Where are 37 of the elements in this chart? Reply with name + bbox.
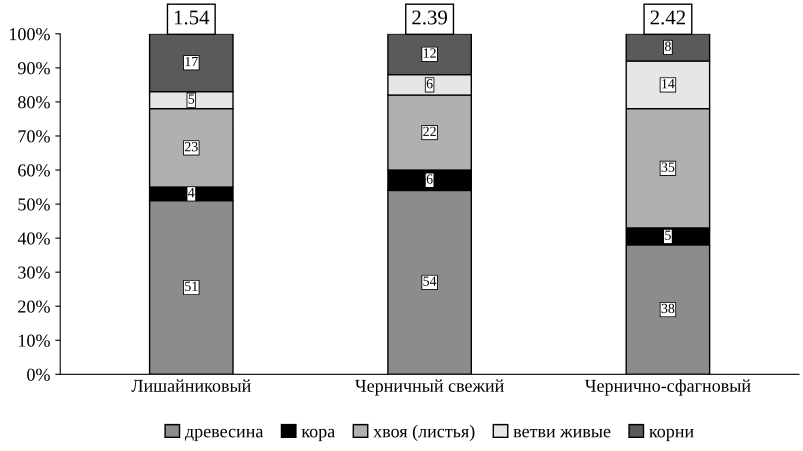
data-label: 5 — [188, 94, 194, 104]
x-tick-label: Чернично-сфагновый — [584, 379, 751, 396]
y-tick-label: 100% — [10, 28, 50, 40]
data-label: 17 — [186, 56, 198, 66]
data-label: 35 — [662, 162, 674, 172]
data-label: 4 — [188, 188, 195, 198]
data-label: 5 — [665, 230, 671, 240]
y-tick-label: 20% — [18, 300, 50, 313]
annotation: 1.54 — [174, 10, 210, 25]
data-label: 23 — [184, 142, 198, 152]
y-tick-label: 90% — [18, 62, 50, 74]
data-label: 12 — [424, 48, 436, 58]
y-tick-label: 30% — [18, 266, 50, 279]
data-label: 8 — [664, 42, 671, 51]
data-label: 6 — [426, 174, 433, 184]
annotation: 2.42 — [650, 10, 685, 25]
legend-label: ветви живые — [513, 428, 610, 438]
x-tick-label: Черничный свежий — [355, 379, 504, 396]
x-tick-label: Лишайниковый — [131, 379, 251, 392]
data-label: 22 — [423, 126, 436, 136]
data-label: 38 — [662, 304, 674, 314]
data-label: 6 — [426, 79, 433, 88]
y-tick-label: 70% — [18, 130, 50, 142]
y-tick-label: 40% — [18, 232, 50, 245]
y-tick-label: 10% — [18, 334, 50, 347]
legend-label: хвоя (листья) — [373, 424, 474, 442]
legend-label: корни — [649, 428, 694, 442]
data-label: 51 — [185, 282, 198, 291]
annotation: 2.39 — [412, 10, 447, 25]
data-label: 54 — [423, 276, 436, 286]
y-tick-label: 50% — [18, 198, 50, 211]
legend-label: древесина — [184, 428, 264, 442]
legend-label: кора — [302, 428, 335, 442]
data-label: 14 — [662, 79, 675, 88]
y-tick-label: 0% — [27, 368, 50, 381]
y-tick-label: 60% — [18, 164, 50, 177]
y-tick-label: 80% — [18, 96, 50, 108]
